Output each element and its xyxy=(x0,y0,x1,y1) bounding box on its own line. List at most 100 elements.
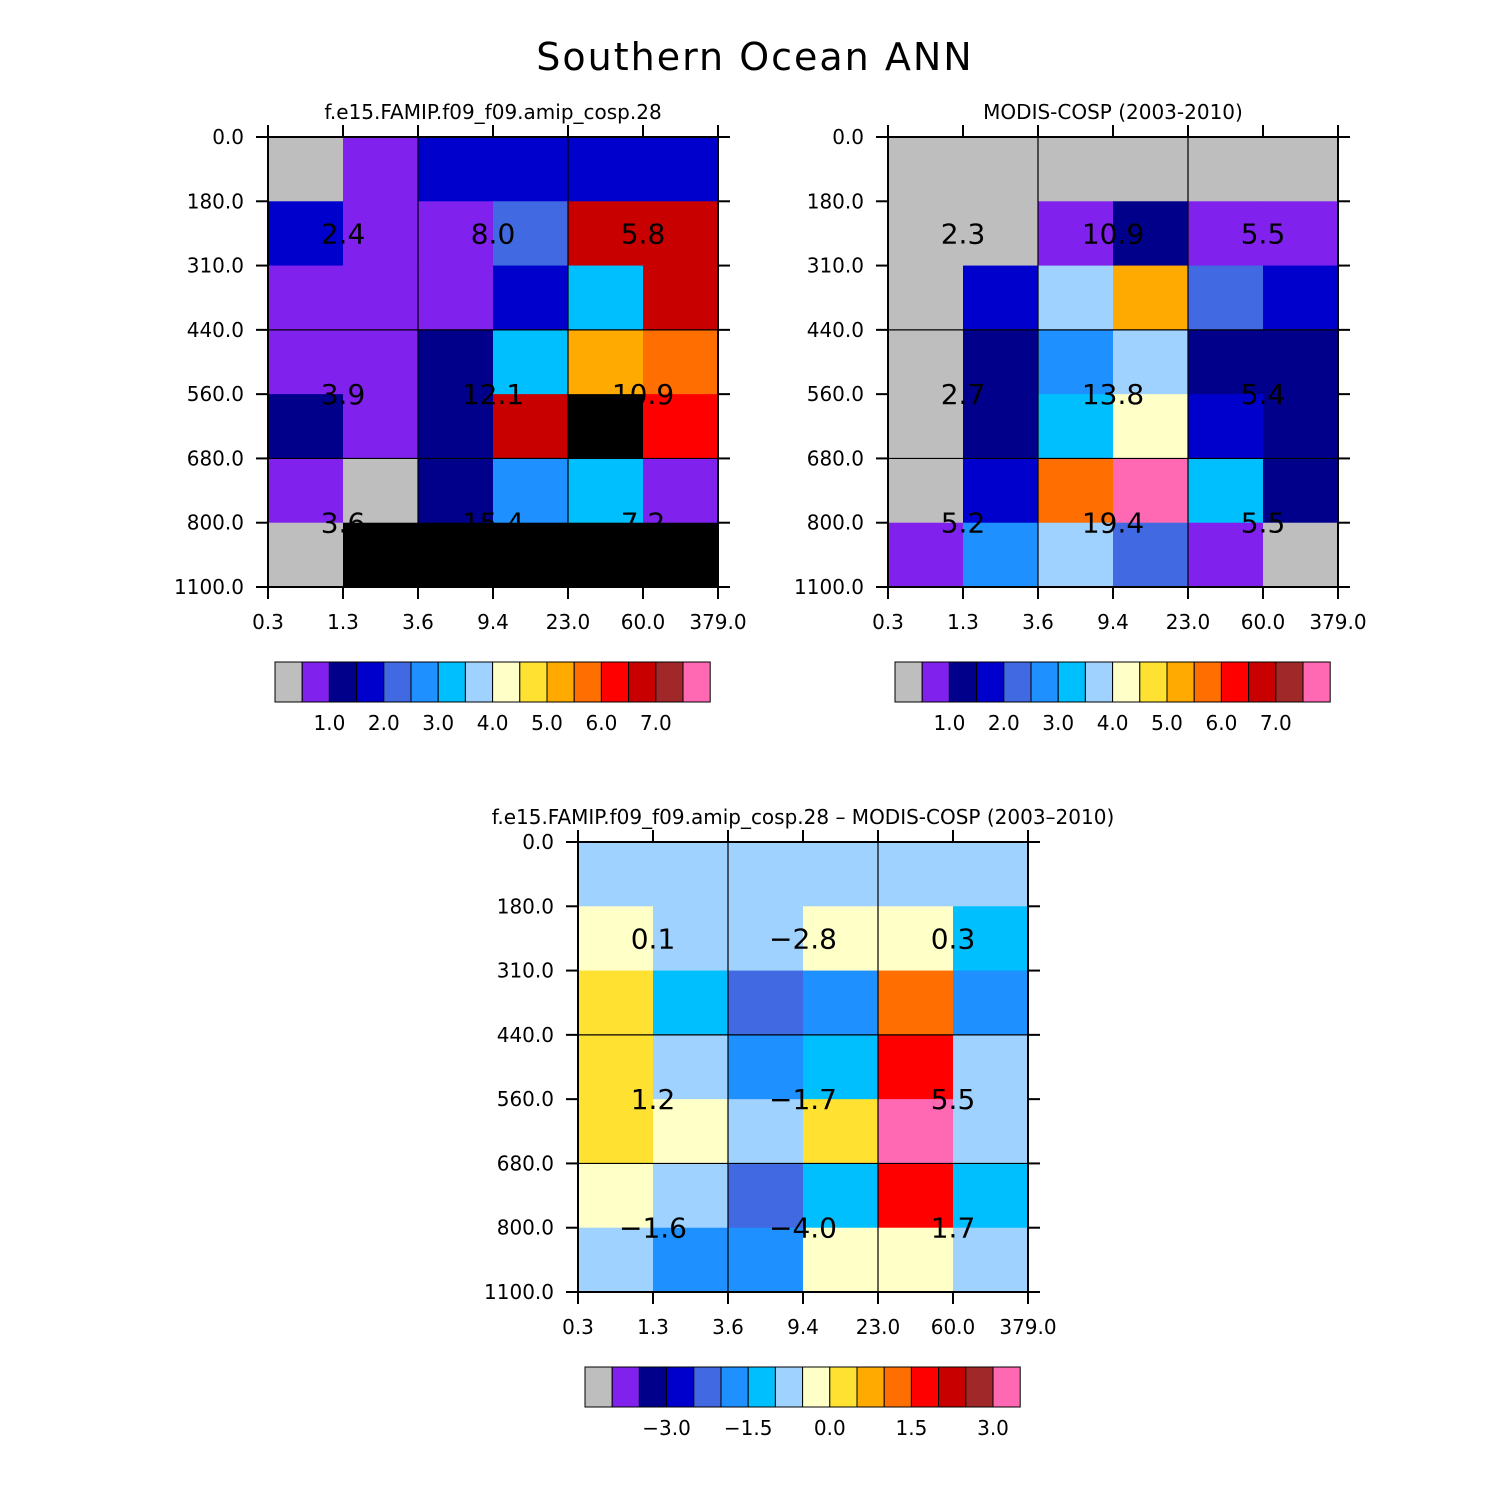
colorbar-swatch xyxy=(682,661,711,703)
heatmap-cell xyxy=(1113,522,1189,588)
x-tick-label: 3.6 xyxy=(402,610,434,634)
heatmap-cell xyxy=(568,394,644,459)
colorbar-swatch xyxy=(720,1366,749,1408)
colorbar-swatch xyxy=(600,661,630,703)
heatmap-cell xyxy=(1188,329,1264,395)
heatmap-cell xyxy=(568,458,644,524)
heatmap-cell xyxy=(1188,522,1264,588)
colorbar-label: 4.0 xyxy=(477,711,509,735)
y-tick-label: 800.0 xyxy=(497,1216,554,1240)
heatmap-cell xyxy=(418,522,494,588)
colorbar-swatch xyxy=(1057,661,1086,703)
colorbar-swatch xyxy=(584,1366,613,1408)
y-tick-label: 0.0 xyxy=(212,125,244,149)
heatmap-cell xyxy=(1038,137,1114,202)
colorbar-label: 7.0 xyxy=(640,711,672,735)
heatmap-cell xyxy=(493,137,569,202)
block-value-label: 19.4 xyxy=(1082,507,1144,540)
heatmap-panel-1: f.e15.FAMIP.f09_f09.amip_cosp.28 2.4 8.0 5.… xyxy=(174,100,747,735)
x-tick-label: 23.0 xyxy=(1166,610,1211,634)
colorbar-swatch xyxy=(1275,661,1304,703)
heatmap-cell xyxy=(1263,329,1339,395)
x-tick-label: 0.3 xyxy=(562,1315,594,1339)
colorbar-swatch xyxy=(938,1366,967,1408)
heatmap-cell xyxy=(963,265,1039,331)
y-tick-label: 0.0 xyxy=(832,125,864,149)
colorbar-swatch xyxy=(655,661,684,703)
block-value-label: 10.9 xyxy=(612,378,674,411)
heatmap-cell xyxy=(568,137,644,202)
heatmap-cell xyxy=(493,329,569,395)
heatmap-cell xyxy=(1263,522,1339,588)
heatmap-cell xyxy=(643,329,719,395)
heatmap-cell xyxy=(418,137,494,202)
colorbar-label: 6.0 xyxy=(1205,711,1237,735)
heatmap-cell xyxy=(888,201,964,267)
heatmap-cell xyxy=(1038,201,1114,267)
heatmap-cell xyxy=(878,1099,954,1164)
colorbar-swatch xyxy=(693,1366,722,1408)
colorbar-swatch xyxy=(774,1366,804,1408)
heatmap-cell xyxy=(953,906,1029,972)
block-value-label: −1.7 xyxy=(769,1083,837,1116)
heatmap-cell xyxy=(953,1163,1029,1229)
x-tick-label: 3.6 xyxy=(1022,610,1054,634)
heatmap-cell xyxy=(418,394,494,459)
heatmap-cell xyxy=(963,137,1039,202)
x-tick-label: 60.0 xyxy=(931,1315,976,1339)
y-tick-label: 310.0 xyxy=(187,254,244,278)
x-tick-label: 9.4 xyxy=(787,1315,819,1339)
heatmap-cell xyxy=(878,842,954,907)
heatmap-cell xyxy=(878,1227,954,1293)
heatmap-cell xyxy=(343,137,419,202)
heatmap-cell xyxy=(643,265,719,331)
heatmap-cell xyxy=(268,137,344,202)
colorbar-label: 5.0 xyxy=(1151,711,1183,735)
heatmap-cell xyxy=(878,970,954,1036)
heatmap-cell xyxy=(418,201,494,267)
heatmap-cell xyxy=(888,265,964,331)
heatmap-cell xyxy=(1113,458,1189,524)
colorbar-swatch xyxy=(965,1366,994,1408)
heatmap-cell xyxy=(953,1034,1029,1100)
block-value-label: 0.3 xyxy=(931,922,976,955)
heatmap-cell xyxy=(578,1099,654,1164)
colorbar-swatch xyxy=(1220,661,1250,703)
colorbar-swatch xyxy=(747,1366,776,1408)
heatmap-cell xyxy=(578,1163,654,1229)
heatmap-cell xyxy=(803,842,879,907)
heatmap-cell xyxy=(418,329,494,395)
heatmap-cell xyxy=(878,906,954,972)
x-tick-label: 3.6 xyxy=(712,1315,744,1339)
x-tick-label: 1.3 xyxy=(947,610,979,634)
heatmap-cell xyxy=(268,522,344,588)
y-tick-label: 180.0 xyxy=(187,189,244,213)
heatmap-cell xyxy=(728,1034,804,1100)
colorbar-label: 3.0 xyxy=(1042,711,1074,735)
y-tick-label: 310.0 xyxy=(807,254,864,278)
heatmap-cell xyxy=(493,394,569,459)
colorbar-label: 5.0 xyxy=(531,711,563,735)
block-value-label: 10.9 xyxy=(1082,217,1144,250)
colorbar-label: 1.0 xyxy=(933,711,965,735)
colorbar-swatch xyxy=(948,661,978,703)
heatmap-cell xyxy=(1113,201,1189,267)
y-tick-label: 440.0 xyxy=(807,318,864,342)
colorbar-swatch xyxy=(829,1366,858,1408)
colorbar-swatch xyxy=(1084,661,1114,703)
heatmap-cell xyxy=(653,970,729,1036)
heatmap-cell xyxy=(963,458,1039,524)
y-tick-label: 560.0 xyxy=(807,382,864,406)
colorbar-label: 1.0 xyxy=(313,711,345,735)
heatmap-cell xyxy=(1263,394,1339,459)
colorbar-label: 0.0 xyxy=(814,1416,846,1440)
heatmap-cell xyxy=(1113,265,1189,331)
x-tick-label: 1.3 xyxy=(327,610,359,634)
colorbar-swatch xyxy=(410,661,439,703)
heatmap-cell xyxy=(953,1227,1029,1293)
heatmap-panel-2: MODIS-COSP (2003-2010) 2.3 10.9 5.5 2.7 13.8 5… xyxy=(794,100,1367,735)
heatmap-cell xyxy=(1113,137,1189,202)
colorbar-swatch xyxy=(1248,661,1277,703)
heatmap-cell xyxy=(728,1163,804,1229)
heatmap-cell xyxy=(1263,201,1339,267)
